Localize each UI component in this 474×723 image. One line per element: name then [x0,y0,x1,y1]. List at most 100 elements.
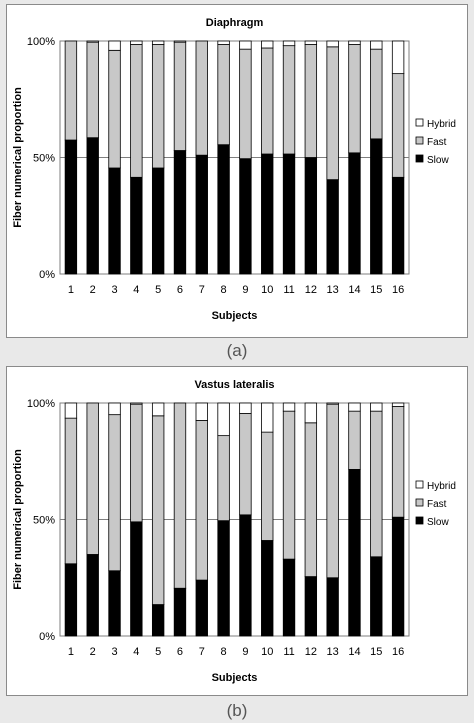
bar-segment-slow [195,579,208,637]
bar-segment-slow [64,139,78,275]
bar-segment-hybrid [304,40,318,45]
y-tick-label: 50% [33,515,55,527]
legend-swatch-fast [415,136,424,145]
bar-segment-hybrid [151,40,165,45]
bar-segment-slow [348,469,361,637]
legend-label-slow: Slow [427,155,449,166]
bar-segment-fast [326,403,339,579]
x-tick-label: 4 [133,646,139,658]
y-axis-label: Fiber numerical proportion [12,449,24,590]
x-tick-label: 10 [261,284,273,296]
bar-segment-fast [108,414,121,572]
x-tick-label: 5 [155,284,161,296]
legend-label-fast: Fast [427,137,447,148]
x-tick-label: 10 [261,646,273,658]
x-tick-label: 9 [242,284,248,296]
bar-segment-slow [173,150,187,275]
bar-segment-fast [173,402,187,589]
bar-segment-fast [282,410,296,560]
bar-segment-slow [151,604,165,637]
bar-segment-hybrid [86,40,99,43]
bar-segment-slow [326,179,339,275]
bar-segment-fast [217,435,230,522]
bar-segment-slow [261,153,274,275]
bar-segment-hybrid [108,40,121,51]
chart-panel-vastus-lateralis: Vastus lateralis 0% 50% 100% 1 2 3 4 5 6 7 8 9 10 11 12… [6,366,468,696]
bar-segment-slow [217,144,230,275]
bar-segment-fast [391,73,405,178]
x-tick-label: 3 [111,284,117,296]
bar-segment-fast [239,413,252,516]
x-tick-label: 4 [133,284,139,296]
caption-a: (a) [226,341,248,360]
bar-segment-hybrid [370,402,383,412]
x-tick-label: 12 [305,646,317,658]
bar-segment-slow [304,576,318,637]
bar-segment-slow [151,167,165,275]
x-tick-label: 14 [348,284,360,296]
y-tick-label: 0% [39,269,55,281]
bar-segment-hybrid [217,402,230,437]
bar-segment-fast [239,48,252,160]
legend-label-fast: Fast [427,499,447,510]
bar-segment-slow [239,514,252,637]
bar-segment-fast [304,44,318,158]
bar-segment-hybrid [239,402,252,414]
bar-segment-hybrid [282,402,296,412]
bar-segment-slow [282,558,296,637]
bar-segment-fast [86,402,99,555]
bar-segment-slow [370,556,383,637]
bar-segment-fast [151,44,165,169]
x-tick-label: 15 [370,646,382,658]
legend-swatch-hybrid [415,118,424,127]
bar-segment-hybrid [391,402,405,407]
bar-segment-slow [391,176,405,275]
x-tick-label: 6 [177,284,183,296]
bar-segment-fast [130,403,143,523]
bar-segment-fast [64,40,78,141]
bar-segment-hybrid [261,40,274,49]
x-tick-label: 2 [90,284,96,296]
bar-segment-slow [130,176,143,275]
bar-segment-hybrid [348,40,361,45]
y-axis-label: Fiber numerical proportion [12,87,24,228]
x-tick-label: 1 [68,284,74,296]
x-tick-label: 16 [392,284,404,296]
legend-swatch-hybrid [415,480,424,489]
bar-segment-hybrid [130,40,143,45]
bar-segment-fast [348,44,361,154]
bar-segment-slow [195,154,208,275]
bar-segment-fast [130,44,143,178]
bar-segment-slow [173,587,187,637]
chart-panel-diaphragm: Diaphragm 0% 50% 100% 1 2 3 4 5 6 7 8 9 10 11 12 13 14 15 1… [6,4,468,338]
x-tick-label: 3 [111,646,117,658]
bar-segment-fast [348,410,361,470]
bar-segment-fast [195,40,208,156]
bar-segment-hybrid [239,40,252,50]
bar-segment-fast [261,431,274,541]
bar-segment-hybrid [151,402,165,417]
bar-segment-slow [217,520,230,637]
x-axis-label: Subjects [212,672,258,684]
bar-segment-fast [151,415,165,605]
y-tick-label: 0% [39,631,55,643]
bar-segment-fast [370,48,383,140]
bar-segment-hybrid [326,40,339,48]
legend-swatch-fast [415,498,424,507]
legend-swatch-slow [415,516,424,525]
bar-segment-fast [370,410,383,558]
bar-segment-hybrid [173,40,187,43]
bar-segment-slow [86,554,99,637]
bar-segment-hybrid [370,40,383,50]
bar-segment-hybrid [348,402,361,412]
x-tick-label: 6 [177,646,183,658]
bar-segment-fast [326,46,339,181]
legend-label-hybrid: Hybrid [427,119,456,130]
bar-segment-fast [64,417,78,565]
bar-segment-fast [304,422,318,577]
bar-segment-slow [130,521,143,637]
x-tick-label: 7 [199,284,205,296]
y-tick-label: 50% [33,153,55,165]
